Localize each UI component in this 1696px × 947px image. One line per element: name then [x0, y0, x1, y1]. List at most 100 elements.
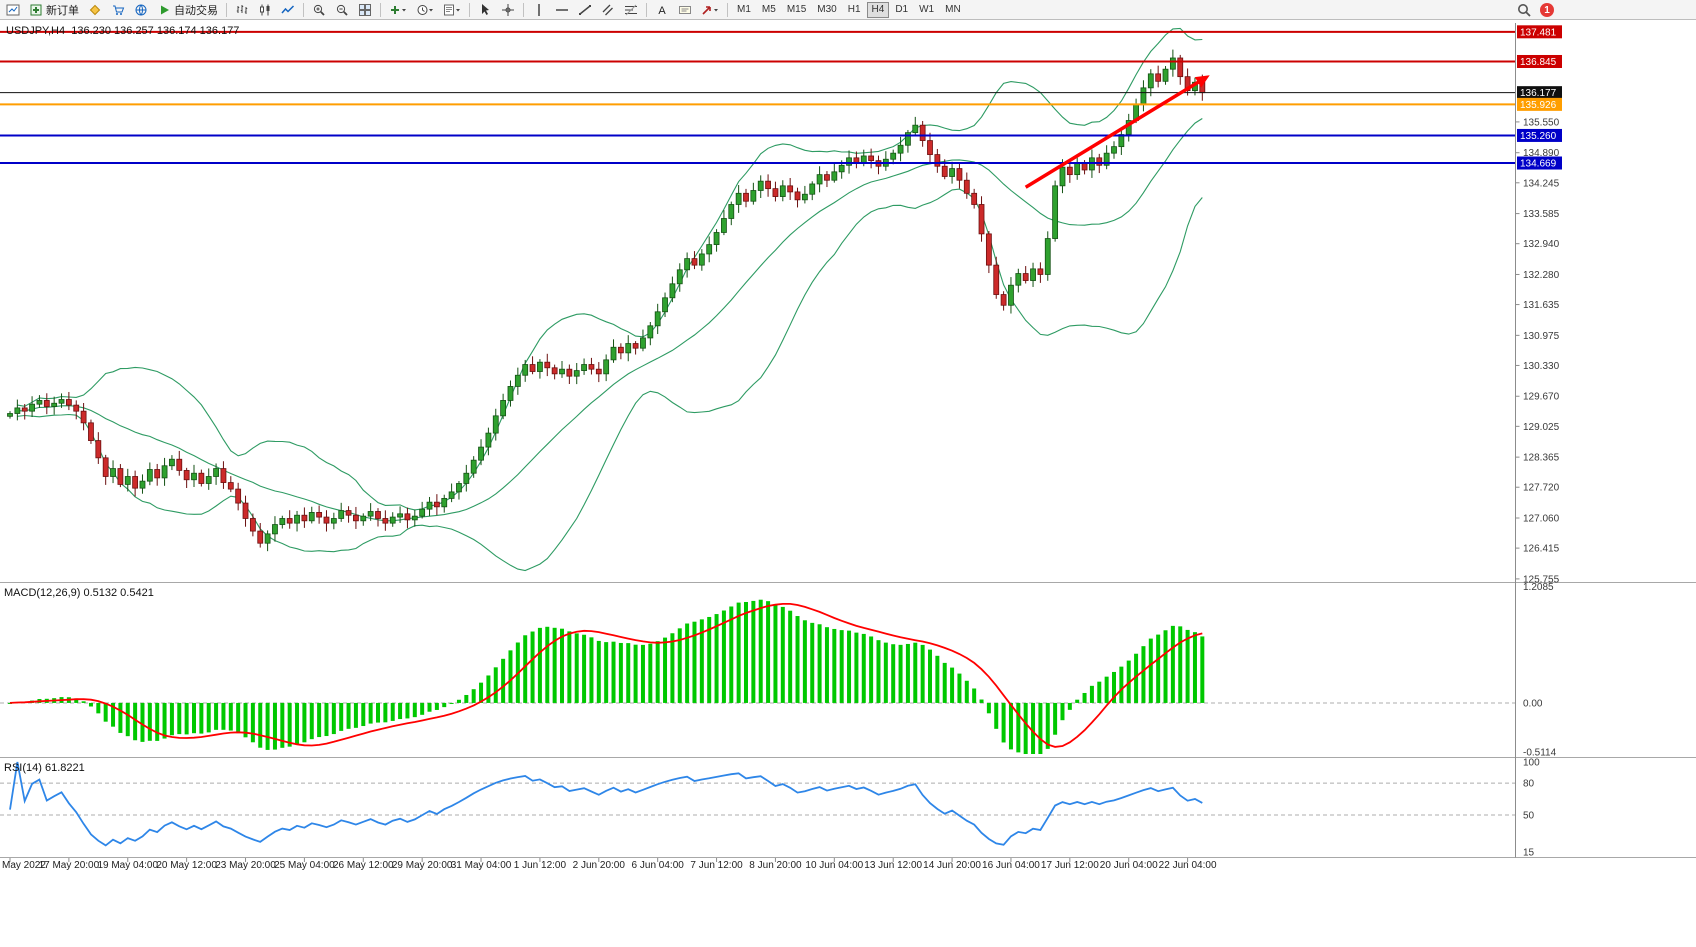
svg-text:0.00: 0.00: [1523, 698, 1543, 709]
timeframe-h1-button[interactable]: H1: [843, 2, 866, 18]
trendline-button[interactable]: [574, 1, 596, 19]
zoom-out-icon: [336, 4, 348, 16]
channel-button[interactable]: [597, 1, 619, 19]
timeframe-h4-button[interactable]: H4: [866, 1, 890, 18]
metaeditor-button[interactable]: [84, 1, 106, 19]
svg-text:132.280: 132.280: [1523, 270, 1560, 281]
line-chart-button[interactable]: [277, 1, 299, 19]
community-icon: [135, 4, 147, 15]
new-order-label: 新订单: [46, 4, 79, 17]
search-icon[interactable]: [1516, 2, 1532, 18]
text-button[interactable]: A: [651, 1, 673, 19]
crosshair-button[interactable]: [497, 1, 519, 19]
cursor-button[interactable]: [474, 1, 496, 19]
svg-text:130.330: 130.330: [1523, 361, 1560, 372]
timeframe-d1-button[interactable]: D1: [890, 2, 913, 18]
svg-text:17 Jun 12:00: 17 Jun 12:00: [1041, 860, 1099, 871]
toolbar-separator: [469, 2, 470, 17]
svg-text:100: 100: [1523, 758, 1540, 769]
svg-text:8 Jun 20:00: 8 Jun 20:00: [749, 860, 802, 871]
horizontal-line-icon: [556, 8, 568, 11]
periods-button[interactable]: [412, 1, 438, 19]
svg-text:15: 15: [1523, 848, 1535, 859]
svg-text:126.415: 126.415: [1523, 544, 1560, 555]
rsi-label: RSI(14) 61.8221: [4, 762, 85, 774]
svg-text:128.365: 128.365: [1523, 453, 1560, 464]
new-chart-button[interactable]: [2, 1, 24, 19]
market-button[interactable]: [107, 1, 129, 19]
chart-title: USDJPY,H4 136.230 136.257 136.174 136.17…: [6, 25, 240, 37]
fibonacci-button[interactable]: [620, 1, 642, 19]
metaeditor-icon: [89, 4, 101, 15]
arrows-icon: [702, 5, 718, 15]
svg-text:127.720: 127.720: [1523, 483, 1560, 494]
autotrade-button[interactable]: 自动交易: [153, 1, 222, 19]
svg-text:134.890: 134.890: [1523, 148, 1560, 159]
svg-text:136.845: 136.845: [1520, 57, 1557, 68]
svg-text:A: A: [658, 5, 666, 17]
svg-text:135.260: 135.260: [1520, 131, 1557, 142]
svg-text:134.669: 134.669: [1520, 159, 1557, 170]
svg-text:129.670: 129.670: [1523, 392, 1560, 403]
new-order-button[interactable]: 新订单: [25, 1, 83, 19]
svg-text:135.926: 135.926: [1520, 100, 1557, 111]
svg-text:6 Jun 04:00: 6 Jun 04:00: [632, 860, 685, 871]
toolbar-separator: [380, 2, 381, 17]
timeframe-mn-button[interactable]: MN: [940, 2, 966, 18]
notification-badge[interactable]: 1: [1540, 3, 1554, 17]
templates-button[interactable]: [439, 1, 465, 19]
zoom-in-button[interactable]: [308, 1, 330, 19]
timeframe-m1-button[interactable]: M1: [732, 2, 756, 18]
new-chart-icon: [6, 4, 20, 15]
svg-text:1.2085: 1.2085: [1523, 582, 1554, 593]
svg-text:May 2022: May 2022: [2, 860, 46, 871]
tile-windows-button[interactable]: [354, 1, 376, 19]
timeframe-w1-button[interactable]: W1: [914, 2, 939, 18]
svg-text:19 May 04:00: 19 May 04:00: [97, 860, 158, 871]
timeframe-m30-button[interactable]: M30: [812, 2, 841, 18]
svg-text:136.177: 136.177: [1520, 88, 1557, 99]
chart-window: 135.550 134.890 134.245 133.585 132.940 132.2…: [0, 21, 1696, 942]
svg-text:20 Jun 04:00: 20 Jun 04:00: [1100, 860, 1158, 871]
channel-icon: [602, 4, 613, 15]
indicators-button[interactable]: [385, 1, 411, 19]
svg-text:130.975: 130.975: [1523, 331, 1560, 342]
trendline-icon: [579, 4, 591, 15]
toolbar-separator: [226, 2, 227, 17]
vertical-line-button[interactable]: [528, 1, 550, 19]
templates-icon: [444, 4, 460, 15]
horizontal-line-button[interactable]: [551, 1, 573, 19]
svg-text:20 May 12:00: 20 May 12:00: [156, 860, 217, 871]
svg-text:50: 50: [1523, 810, 1535, 821]
indicators-icon: [391, 5, 406, 14]
community-button[interactable]: [130, 1, 152, 19]
fibonacci-icon: [625, 4, 637, 15]
bar-chart-button[interactable]: [231, 1, 253, 19]
text-label-button[interactable]: [674, 1, 696, 19]
svg-text:25 May 04:00: 25 May 04:00: [274, 860, 335, 871]
macd-label: MACD(12,26,9) 0.5132 0.5421: [4, 587, 154, 599]
timeframe-m15-button[interactable]: M15: [782, 2, 811, 18]
tile-windows-icon: [359, 3, 371, 16]
candle-chart-icon: [260, 4, 270, 15]
toolbar-right-group: 1: [1516, 2, 1554, 18]
svg-text:29 May 20:00: 29 May 20:00: [392, 860, 453, 871]
toolbar-separator: [646, 2, 647, 17]
periods-icon: [417, 4, 433, 15]
svg-text:127.060: 127.060: [1523, 514, 1560, 525]
svg-text:1 Jun 12:00: 1 Jun 12:00: [514, 860, 567, 871]
svg-text:17 May 20:00: 17 May 20:00: [39, 860, 100, 871]
bar-chart-icon: [236, 4, 248, 14]
zoom-out-button[interactable]: [331, 1, 353, 19]
svg-text:7 Jun 12:00: 7 Jun 12:00: [690, 860, 743, 871]
timeframe-m5-button[interactable]: M5: [757, 2, 781, 18]
text-icon: A: [658, 5, 666, 17]
svg-text:80: 80: [1523, 779, 1535, 790]
candle-chart-button[interactable]: [254, 1, 276, 19]
cursor-icon: [482, 3, 489, 15]
arrows-button[interactable]: [697, 1, 723, 19]
chart-canvas[interactable]: 135.550 134.890 134.245 133.585 132.940 132.2…: [0, 21, 1696, 942]
svg-text:31 May 04:00: 31 May 04:00: [451, 860, 512, 871]
text-label-icon: [679, 5, 691, 14]
line-chart-icon: [281, 4, 295, 13]
